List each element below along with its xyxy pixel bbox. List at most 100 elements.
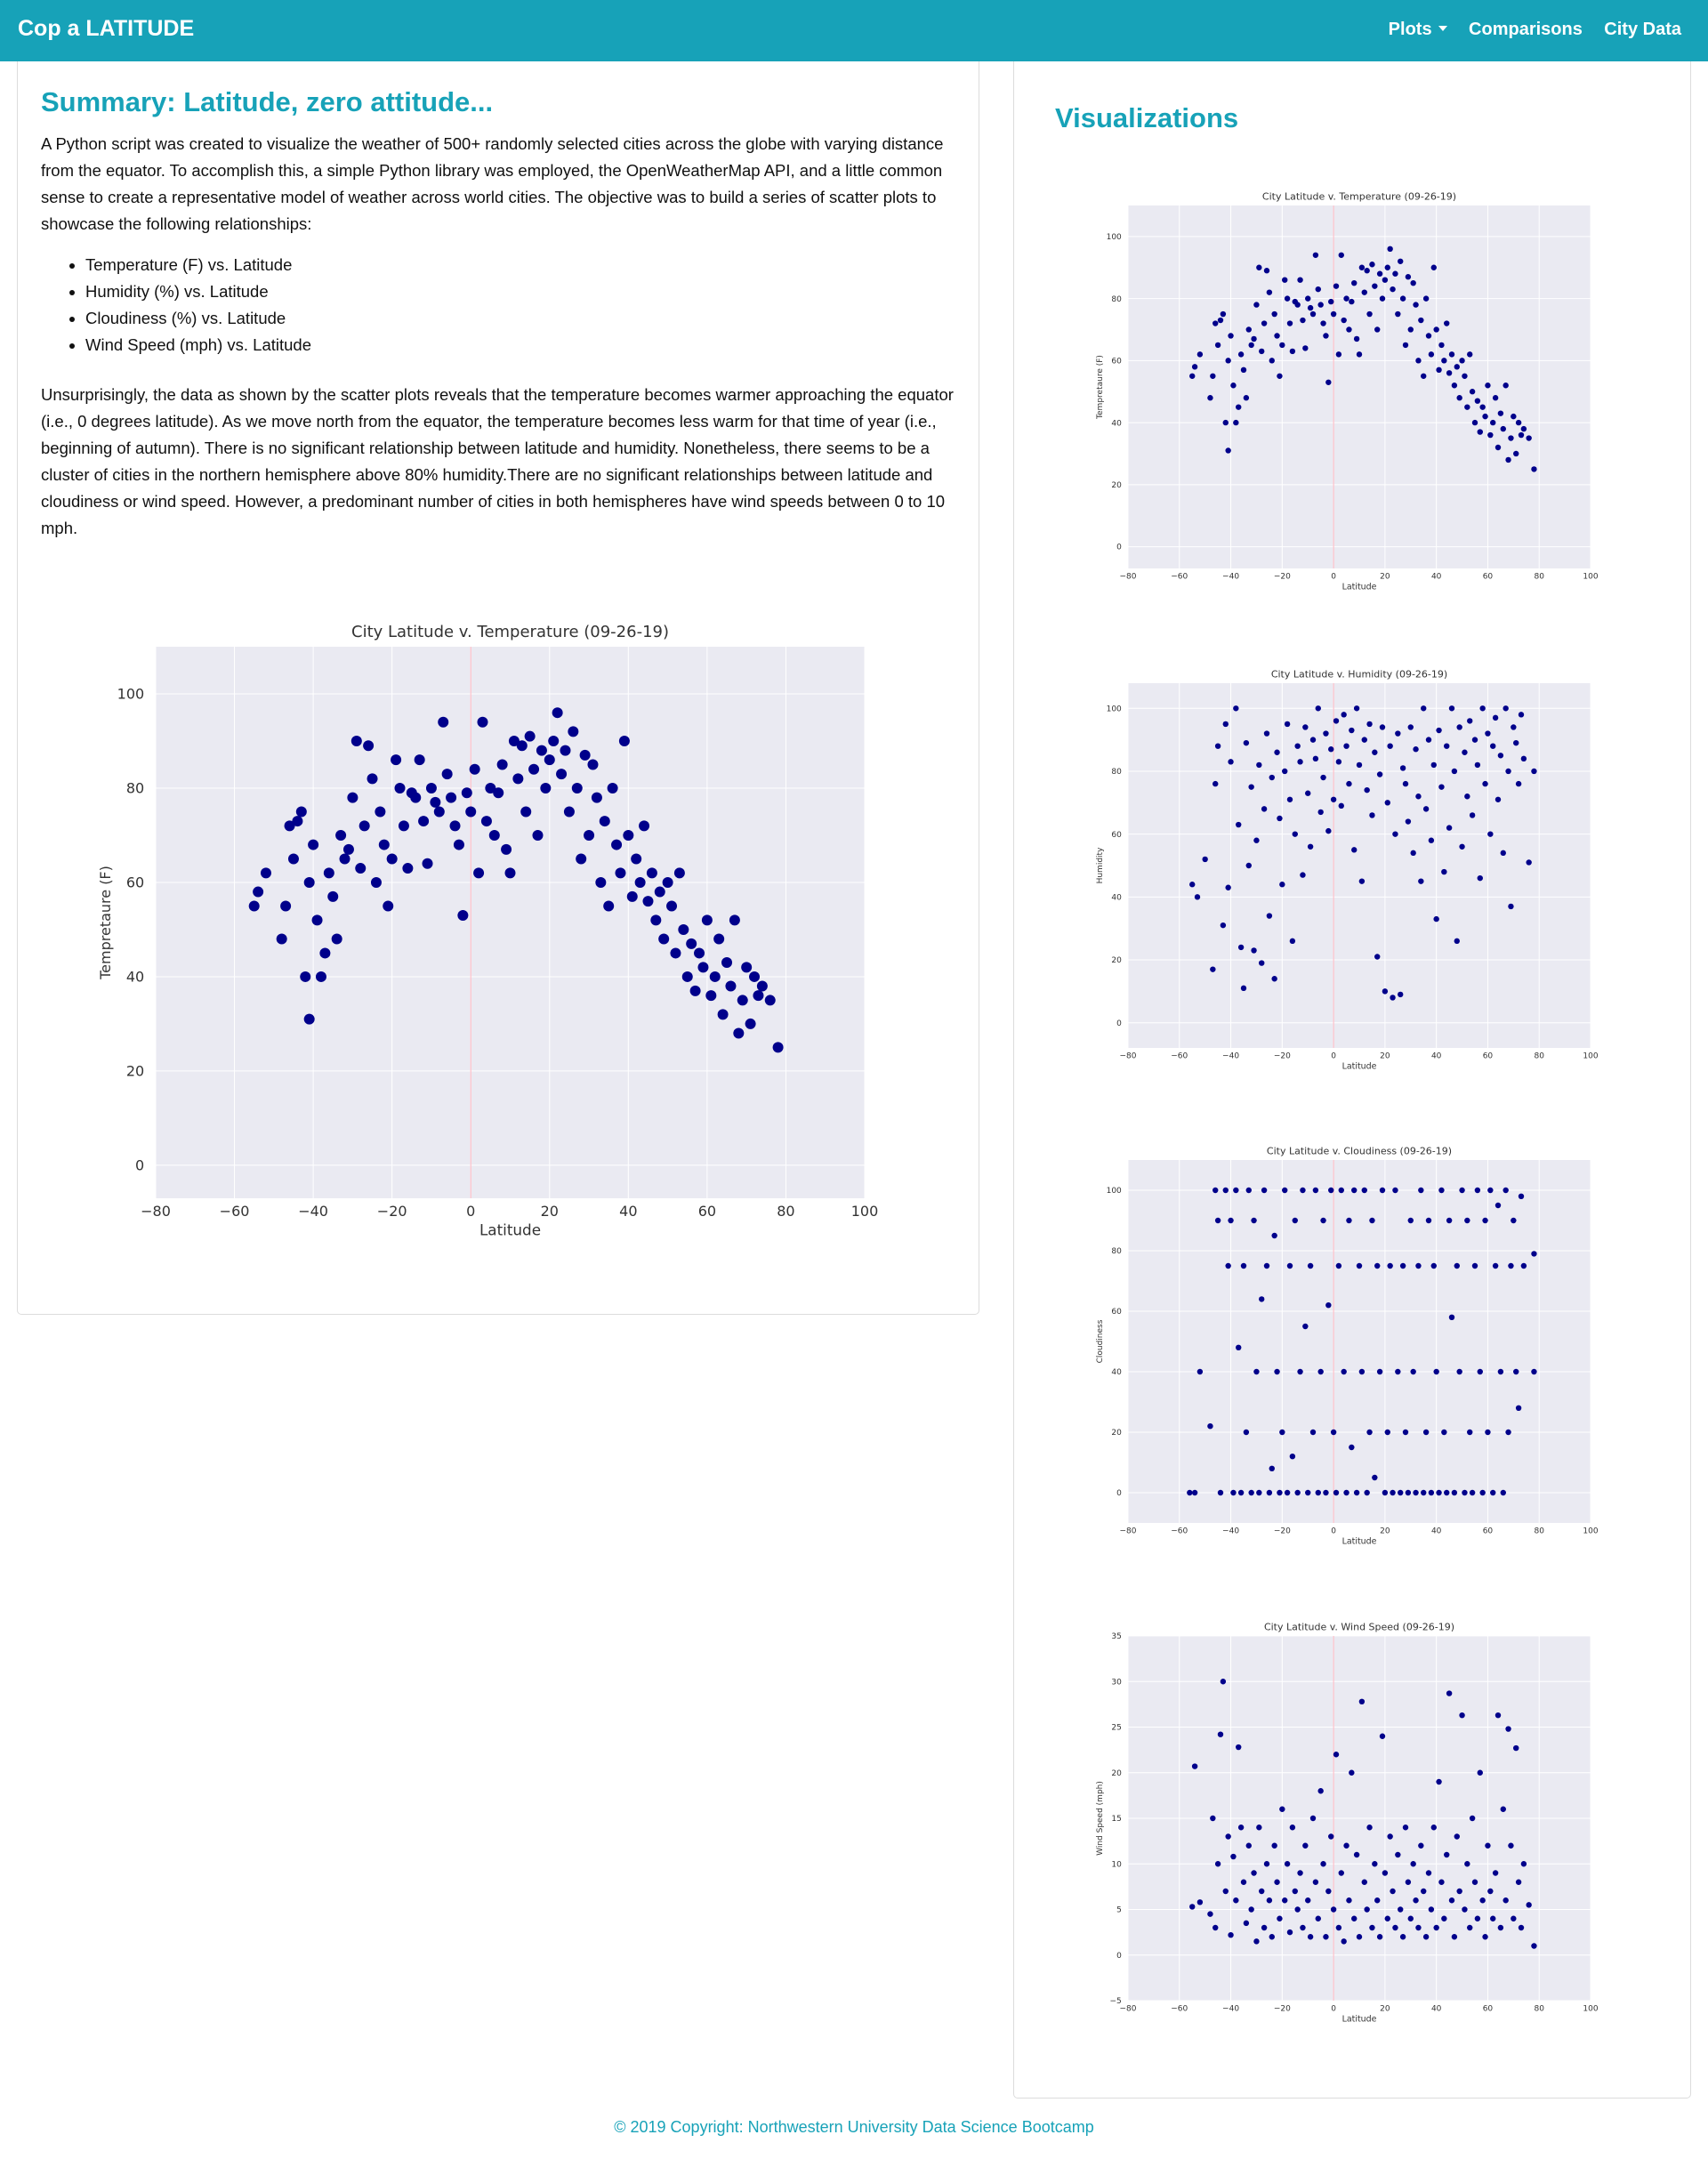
data-point xyxy=(1222,419,1229,426)
data-point xyxy=(1274,1879,1280,1885)
data-point xyxy=(441,769,453,780)
y-tick-label: 20 xyxy=(1111,481,1122,490)
data-point xyxy=(1428,351,1435,358)
data-point xyxy=(1531,768,1537,775)
data-point xyxy=(410,792,422,803)
data-point xyxy=(1269,774,1275,781)
data-point xyxy=(319,947,331,959)
data-point xyxy=(1505,1429,1511,1436)
data-point xyxy=(359,820,370,832)
data-point xyxy=(378,839,390,850)
data-point xyxy=(453,839,464,850)
data-point xyxy=(1356,351,1363,358)
data-point xyxy=(705,990,717,1002)
data-point xyxy=(1220,922,1227,929)
data-point xyxy=(248,900,260,912)
x-axis-label: Latitude xyxy=(1342,1061,1377,1071)
data-point xyxy=(1315,1915,1321,1921)
x-tick-label: 100 xyxy=(1583,1051,1598,1060)
data-point xyxy=(1256,264,1262,270)
data-point xyxy=(1459,1187,1465,1194)
data-point xyxy=(1233,705,1239,712)
data-point xyxy=(1469,389,1476,395)
data-point xyxy=(1477,1368,1483,1375)
list-item: Wind Speed (mph) vs. Latitude xyxy=(85,332,311,358)
data-point xyxy=(1474,398,1481,404)
data-point xyxy=(1343,743,1349,749)
data-point xyxy=(1289,1825,1296,1831)
data-point xyxy=(1274,749,1280,755)
data-point xyxy=(631,853,642,865)
data-point xyxy=(1372,1474,1378,1481)
data-point xyxy=(1379,1187,1386,1194)
brand-logo[interactable]: Cop a LATITUDE xyxy=(18,16,195,41)
data-point xyxy=(1436,727,1442,734)
data-point xyxy=(1240,1262,1247,1269)
data-point xyxy=(1444,743,1450,749)
data-point xyxy=(1307,304,1314,311)
data-point xyxy=(1302,1842,1309,1849)
data-point xyxy=(1433,1924,1439,1931)
data-point xyxy=(1374,326,1381,333)
data-point xyxy=(1372,749,1378,755)
data-point xyxy=(1490,419,1496,426)
data-point xyxy=(1187,1489,1193,1496)
nav-plots-dropdown[interactable]: Plots xyxy=(1389,20,1447,40)
data-point xyxy=(1436,1489,1442,1496)
data-point xyxy=(1456,724,1462,730)
data-point xyxy=(1520,1262,1527,1269)
data-point xyxy=(1479,1489,1486,1496)
nav-city-data-link[interactable]: City Data xyxy=(1604,20,1681,39)
data-point xyxy=(418,816,430,827)
data-point xyxy=(1433,915,1439,922)
data-point xyxy=(1289,1454,1296,1460)
data-point xyxy=(1294,1906,1301,1913)
data-point xyxy=(303,1013,315,1025)
x-tick-label: 80 xyxy=(1534,1527,1544,1535)
data-point xyxy=(1207,1423,1213,1430)
data-point xyxy=(1390,995,1396,1001)
data-point xyxy=(1471,1262,1478,1269)
chart-title: City Latitude v. Temperature (09-26-19) xyxy=(351,623,669,641)
data-point xyxy=(1451,1934,1458,1940)
data-point xyxy=(1279,1806,1285,1812)
data-point xyxy=(1333,1752,1340,1758)
data-point xyxy=(678,923,689,935)
data-point xyxy=(1356,761,1363,769)
data-point xyxy=(1210,373,1216,379)
data-point xyxy=(1515,419,1522,426)
data-point xyxy=(1253,837,1260,843)
data-point xyxy=(1228,1217,1234,1224)
data-point xyxy=(1335,351,1342,358)
data-point xyxy=(1407,1915,1414,1921)
data-point xyxy=(295,806,307,818)
data-point xyxy=(1338,1870,1344,1876)
data-point xyxy=(1448,1314,1455,1321)
data-point xyxy=(1274,1368,1280,1375)
data-point xyxy=(1477,429,1483,435)
y-tick-label: 25 xyxy=(1111,1724,1121,1733)
data-point xyxy=(1217,1489,1224,1496)
data-point xyxy=(576,853,587,865)
data-point xyxy=(1436,1778,1442,1785)
data-point xyxy=(579,749,591,761)
x-tick-label: −60 xyxy=(1171,572,1188,581)
data-point xyxy=(1398,991,1404,998)
data-point xyxy=(1372,1861,1378,1867)
data-point xyxy=(701,914,713,926)
data-point xyxy=(1220,1679,1227,1685)
chart-wind-main: −80 −60 −40 −20 0 20 40 60 80 100 −5 0 5 10 15 20 25 30 35… xyxy=(1096,1621,1599,2024)
data-point xyxy=(1294,1489,1301,1496)
nav-comparisons-link[interactable]: Comparisons xyxy=(1469,20,1583,39)
data-point xyxy=(1328,746,1334,753)
data-point xyxy=(1454,1833,1460,1840)
data-point xyxy=(516,740,528,752)
summary-paragraph-conclusion: Unsurprisingly, the data as shown by the… xyxy=(41,385,954,537)
data-point xyxy=(493,787,504,799)
data-point xyxy=(1333,283,1340,289)
data-point xyxy=(1392,1187,1398,1194)
data-point xyxy=(1387,1833,1393,1840)
data-point xyxy=(1196,1368,1204,1375)
data-point xyxy=(1349,298,1355,305)
data-point xyxy=(1320,320,1326,326)
